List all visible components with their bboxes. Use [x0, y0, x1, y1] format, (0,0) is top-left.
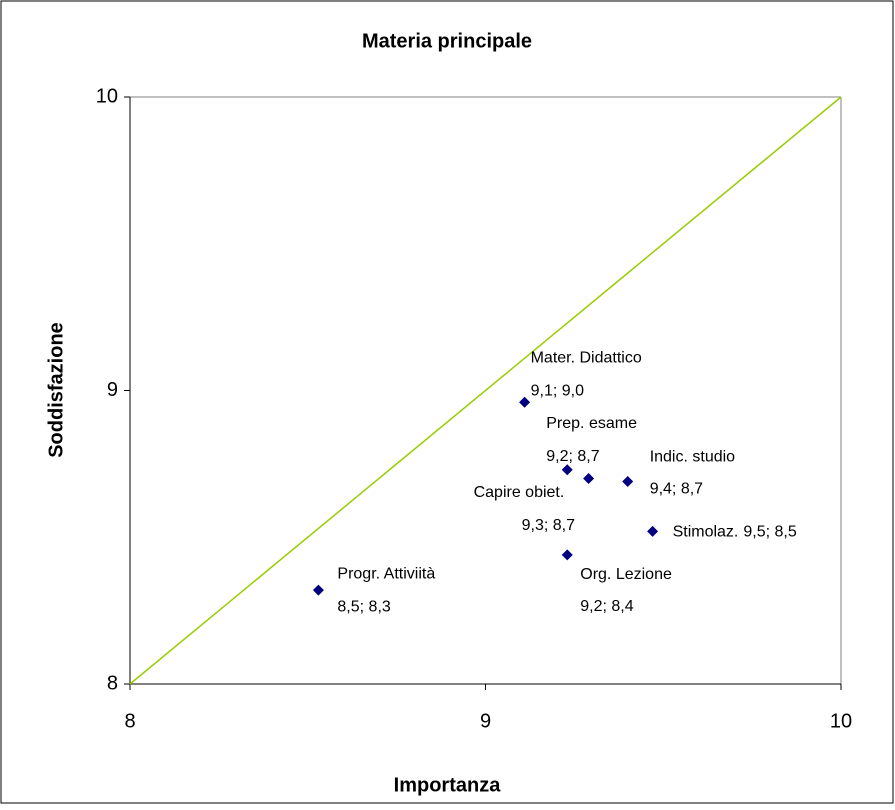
point-label: Indic. studio [650, 449, 735, 466]
point-label: Stimolaz. 9,5; 8,5 [673, 524, 797, 541]
point-value-label: 9,2; 8,4 [580, 598, 633, 615]
marker [622, 475, 634, 487]
chart-title: Materia principale [362, 30, 532, 52]
marker [312, 584, 324, 596]
marker [519, 396, 531, 408]
marker [561, 464, 573, 476]
point-value-label: 9,2; 8,7 [546, 448, 599, 465]
marker [583, 473, 595, 485]
x-tick-label: 10 [830, 710, 852, 732]
point-value-label: 9,4; 8,7 [650, 481, 703, 498]
y-tick-label: 10 [96, 85, 118, 107]
y-tick-label: 8 [107, 672, 118, 694]
point-label: Org. Lezione [580, 566, 672, 583]
y-tick-label: 9 [107, 379, 118, 401]
y-axis-title: Soddisfazione [45, 322, 67, 458]
point-value-label: 9,3; 8,7 [522, 517, 575, 534]
point-label: Mater. Didattico [531, 349, 642, 366]
x-tick-label: 8 [124, 710, 135, 732]
point-value-label: 8,5; 8,3 [337, 598, 390, 615]
point-value-label: 9,1; 9,0 [531, 382, 584, 399]
x-tick-label: 9 [480, 710, 491, 732]
point-label: Progr. Attiviità [337, 565, 435, 582]
reference-line [129, 96, 842, 685]
point-value-label: 9,5; 8,5 [743, 524, 796, 541]
marker [647, 525, 659, 537]
point-label: Capire obiet. [474, 484, 565, 501]
x-axis-title: Importanza [394, 774, 502, 796]
marker [561, 549, 573, 561]
point-label: Prep. esame [546, 415, 637, 432]
